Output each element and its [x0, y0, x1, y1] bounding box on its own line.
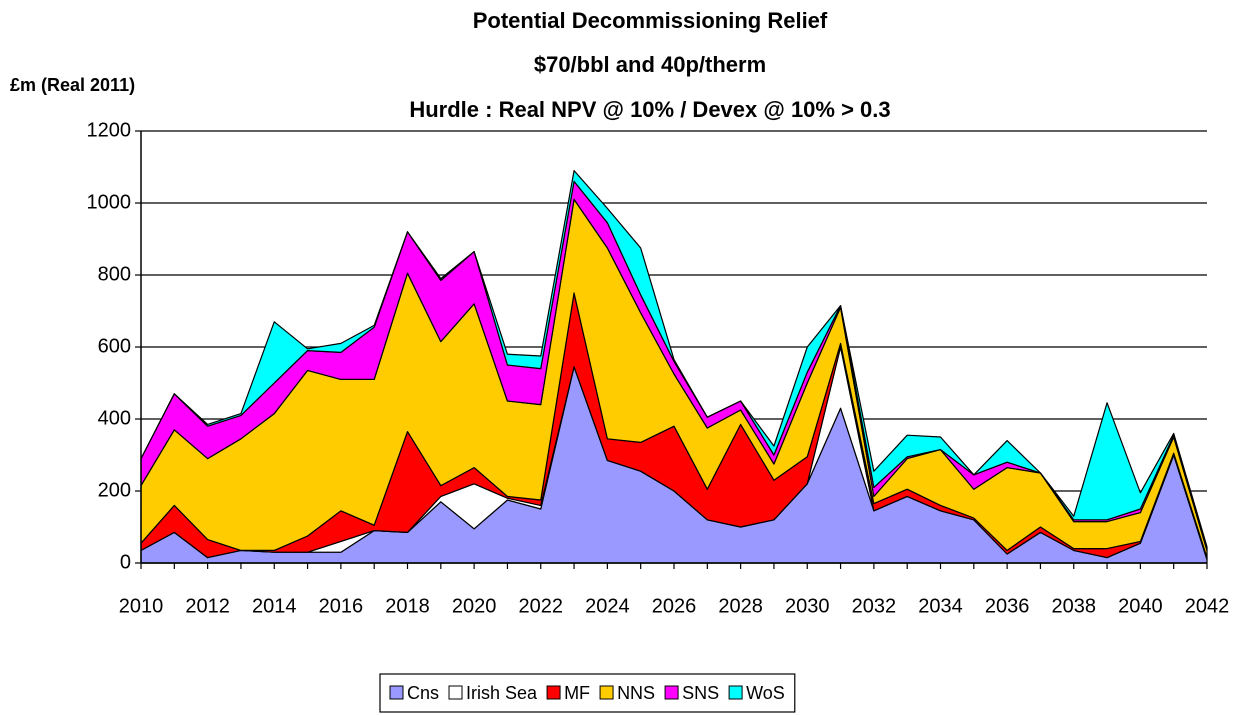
y-tick-label: 1200: [87, 119, 132, 141]
y-tick-label: 400: [98, 407, 131, 429]
x-tick-label: 2032: [852, 595, 897, 617]
x-tick-label: 2010: [119, 595, 164, 617]
legend-swatch: [664, 685, 679, 700]
chart-title: Hurdle : Real NPV @ 10% / Devex @ 10% > …: [409, 97, 890, 122]
legend-label: WoS: [746, 683, 785, 703]
x-tick-label: 2036: [985, 595, 1030, 617]
x-tick-label: 2012: [185, 595, 230, 617]
legend-swatch: [546, 685, 561, 700]
legend-swatch: [448, 685, 463, 700]
x-tick-label: 2022: [519, 595, 564, 617]
x-tick-label: 2024: [585, 595, 630, 617]
legend-label: Irish Sea: [466, 683, 538, 703]
x-tick-label: 2038: [1052, 595, 1097, 617]
y-axis-label: £m (Real 2011): [10, 75, 135, 95]
chart-title: $70/bbl and 40p/therm: [534, 52, 766, 77]
y-tick-label: 800: [98, 263, 131, 285]
legend-swatch: [389, 685, 404, 700]
chart-title: Potential Decommissioning Relief: [473, 8, 828, 33]
x-tick-label: 2042: [1185, 595, 1230, 617]
y-tick-label: 200: [98, 479, 131, 501]
area: [140, 170, 1208, 550]
x-tick-label: 2028: [718, 595, 763, 617]
x-tick-label: 2016: [319, 595, 364, 617]
x-tick-label: 2018: [385, 595, 430, 617]
x-tick-label: 2020: [452, 595, 497, 617]
legend-label: NNS: [617, 683, 655, 703]
legend-label: SNS: [682, 683, 719, 703]
legend-label: MF: [564, 683, 590, 703]
legend: Cns Irish Sea MF NNS SNS WoS: [379, 673, 796, 713]
y-tick-label: 600: [98, 335, 131, 357]
y-tick-label: 0: [120, 551, 131, 573]
y-tick-label: 1000: [87, 191, 132, 213]
x-tick-label: 2040: [1118, 595, 1163, 617]
x-tick-label: 2026: [652, 595, 697, 617]
legend-swatch: [728, 685, 743, 700]
legend-swatch: [599, 685, 614, 700]
x-tick-label: 2034: [918, 595, 963, 617]
x-tick-label: 2014: [252, 595, 297, 617]
legend-label: Cns: [407, 683, 439, 703]
x-tick-label: 2030: [785, 595, 830, 617]
